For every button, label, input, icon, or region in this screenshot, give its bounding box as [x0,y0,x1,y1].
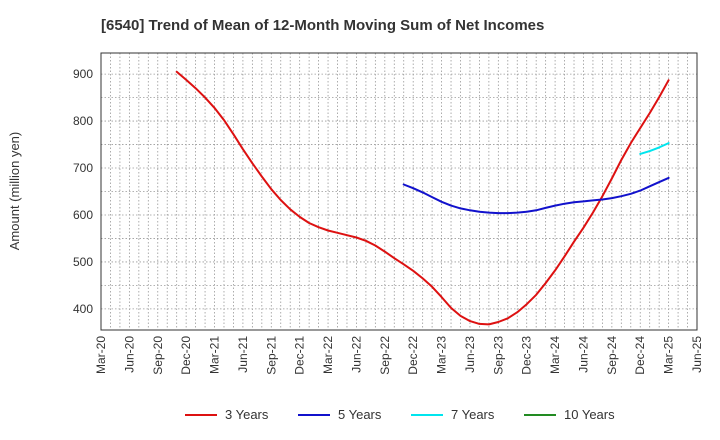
series-group [175,70,670,326]
x-tick-label: Dec-23 [520,336,534,375]
x-tick-label: Jun-21 [236,336,250,373]
legend-label-3-years: 3 Years [225,407,269,422]
y-tick-label: 400 [73,302,93,316]
legend-label-7-years: 7 Years [451,407,495,422]
x-tick-label: Dec-22 [406,336,420,375]
series-line-5-years [402,176,670,215]
grid [101,53,697,330]
x-tick-label: Jun-24 [576,336,590,373]
x-tick-label: Jun-20 [122,336,136,373]
x-tick-label: Mar-25 [662,336,676,374]
x-tick-label: Dec-20 [179,336,193,375]
x-tick-label: Sep-23 [491,336,505,375]
x-tick-label: Jun-22 [349,336,363,373]
x-tick-label: Mar-24 [548,336,562,374]
x-tick-label: Mar-20 [94,336,108,374]
y-tick-label: 600 [73,208,93,222]
x-tick-label: Sep-24 [605,336,619,375]
x-tick-label: Sep-22 [378,336,392,375]
x-tick-label: Sep-21 [264,336,278,375]
series-line-7-years [639,142,670,155]
x-axis: Mar-20 Jun-20 Sep-20 Dec-20 Mar-21 Jun-21 Sep-… [94,336,704,375]
y-tick-label: 700 [73,161,93,175]
y-tick-label: 900 [73,67,93,81]
x-tick-label: Mar-22 [321,336,335,374]
x-tick-label: Jun-23 [463,336,477,373]
x-tick-label: Jun-25 [690,336,704,373]
y-tick-label: 500 [73,255,93,269]
legend-label-5-years: 5 Years [338,407,382,422]
y-axis: 400 500 600 700 800 900 [73,67,93,316]
y-tick-label: 800 [73,114,93,128]
plot-area [100,52,698,331]
legend: 3 Years 5 Years 7 Years 10 Years [185,407,615,422]
y-axis-label: Amount (million yen) [7,132,22,251]
x-tick-label: Dec-21 [293,336,307,375]
legend-label-10-years: 10 Years [564,407,615,422]
series-line-3-years [175,70,670,326]
x-tick-label: Sep-20 [151,336,165,375]
x-tick-label: Mar-21 [208,336,222,374]
chart-title: [6540] Trend of Mean of 12-Month Moving … [101,17,544,34]
x-tick-label: Dec-24 [633,336,647,375]
x-tick-label: Mar-23 [435,336,449,374]
